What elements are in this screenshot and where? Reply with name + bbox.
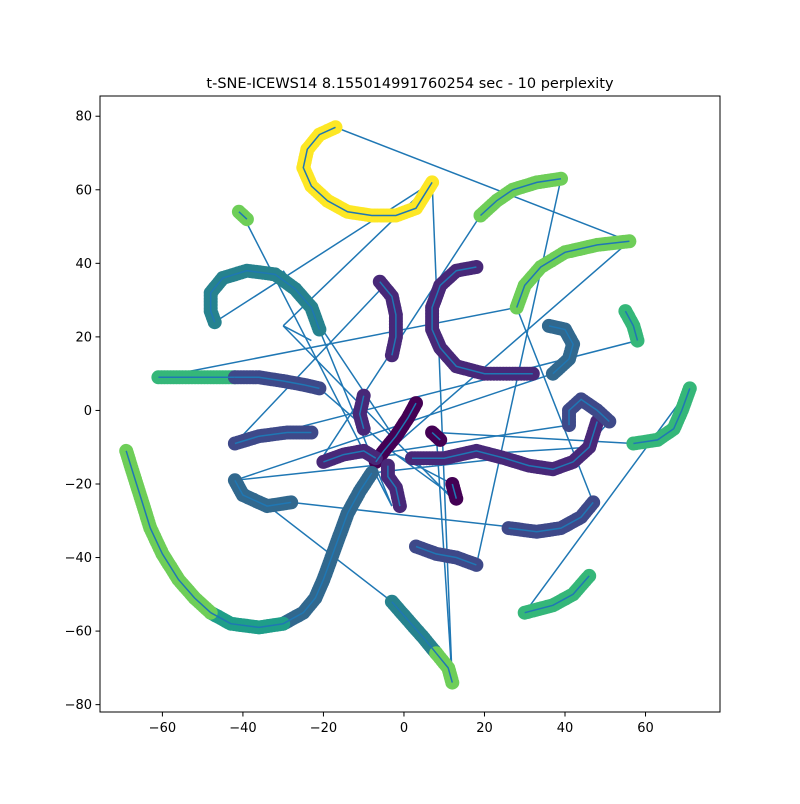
x-tick-label: 60	[637, 721, 654, 736]
series-line	[508, 501, 594, 533]
series-line	[451, 483, 458, 499]
y-tick-label: 0	[84, 404, 92, 419]
y-tick-label: −60	[65, 625, 92, 640]
series-line	[323, 450, 377, 463]
series-line	[379, 281, 397, 356]
x-tick-label: 20	[476, 721, 493, 736]
series-line	[515, 240, 630, 308]
series-line	[209, 269, 321, 330]
link-line	[158, 306, 517, 379]
link-line	[515, 307, 594, 503]
link-line	[436, 431, 634, 445]
series-line	[387, 465, 401, 507]
y-tick-label: 80	[75, 110, 92, 125]
plot-frame	[99, 95, 721, 713]
series-line	[210, 612, 284, 629]
series-line	[633, 388, 691, 445]
series-line	[412, 421, 598, 471]
x-tick-label: 40	[557, 721, 574, 736]
x-tick-label: −20	[310, 721, 337, 736]
x-tick-label: −40	[229, 721, 256, 736]
series-line	[548, 325, 574, 375]
series-line	[375, 402, 417, 463]
series-line	[568, 398, 610, 426]
link-line	[234, 281, 389, 445]
series-line	[234, 376, 320, 390]
series-line	[391, 601, 437, 654]
link-line	[335, 126, 630, 242]
link-line	[234, 464, 372, 482]
series-line	[234, 479, 292, 507]
x-tick-label: 0	[400, 721, 408, 736]
series-line	[479, 177, 562, 217]
y-tick-label: 20	[75, 330, 92, 345]
series-line	[415, 545, 477, 566]
y-tick-label: −80	[65, 698, 92, 713]
series-line	[624, 310, 639, 341]
link-line	[375, 240, 630, 463]
y-tick-label: −20	[65, 477, 92, 492]
series-line	[524, 575, 590, 614]
series-line	[431, 431, 441, 441]
axes: −60 −40 −20 0 20 40 60 −80 −60 −40 −20 0 20 40 60 80	[65, 95, 721, 736]
series-line	[234, 431, 312, 445]
chart-title: t-SNE-ICEWS14 8.155014991760254 sec - 10…	[206, 76, 614, 92]
series-line	[435, 652, 454, 683]
y-tick-label: 40	[75, 257, 92, 272]
series-line	[302, 126, 433, 217]
y-tick-label: −40	[65, 551, 92, 566]
scatter-points	[119, 120, 697, 690]
link-line	[524, 387, 691, 614]
link-line	[395, 453, 457, 500]
scatter-point	[501, 521, 516, 536]
link-line	[282, 325, 312, 342]
series-lines	[125, 126, 691, 683]
series-line	[238, 211, 248, 220]
y-tick-label: 60	[75, 183, 92, 198]
series-line	[282, 472, 373, 625]
x-tick-label: −60	[149, 721, 176, 736]
series-line	[125, 450, 212, 614]
link-line	[214, 181, 433, 323]
link-line	[291, 501, 521, 529]
series-line	[431, 266, 533, 375]
series-line	[358, 395, 365, 429]
